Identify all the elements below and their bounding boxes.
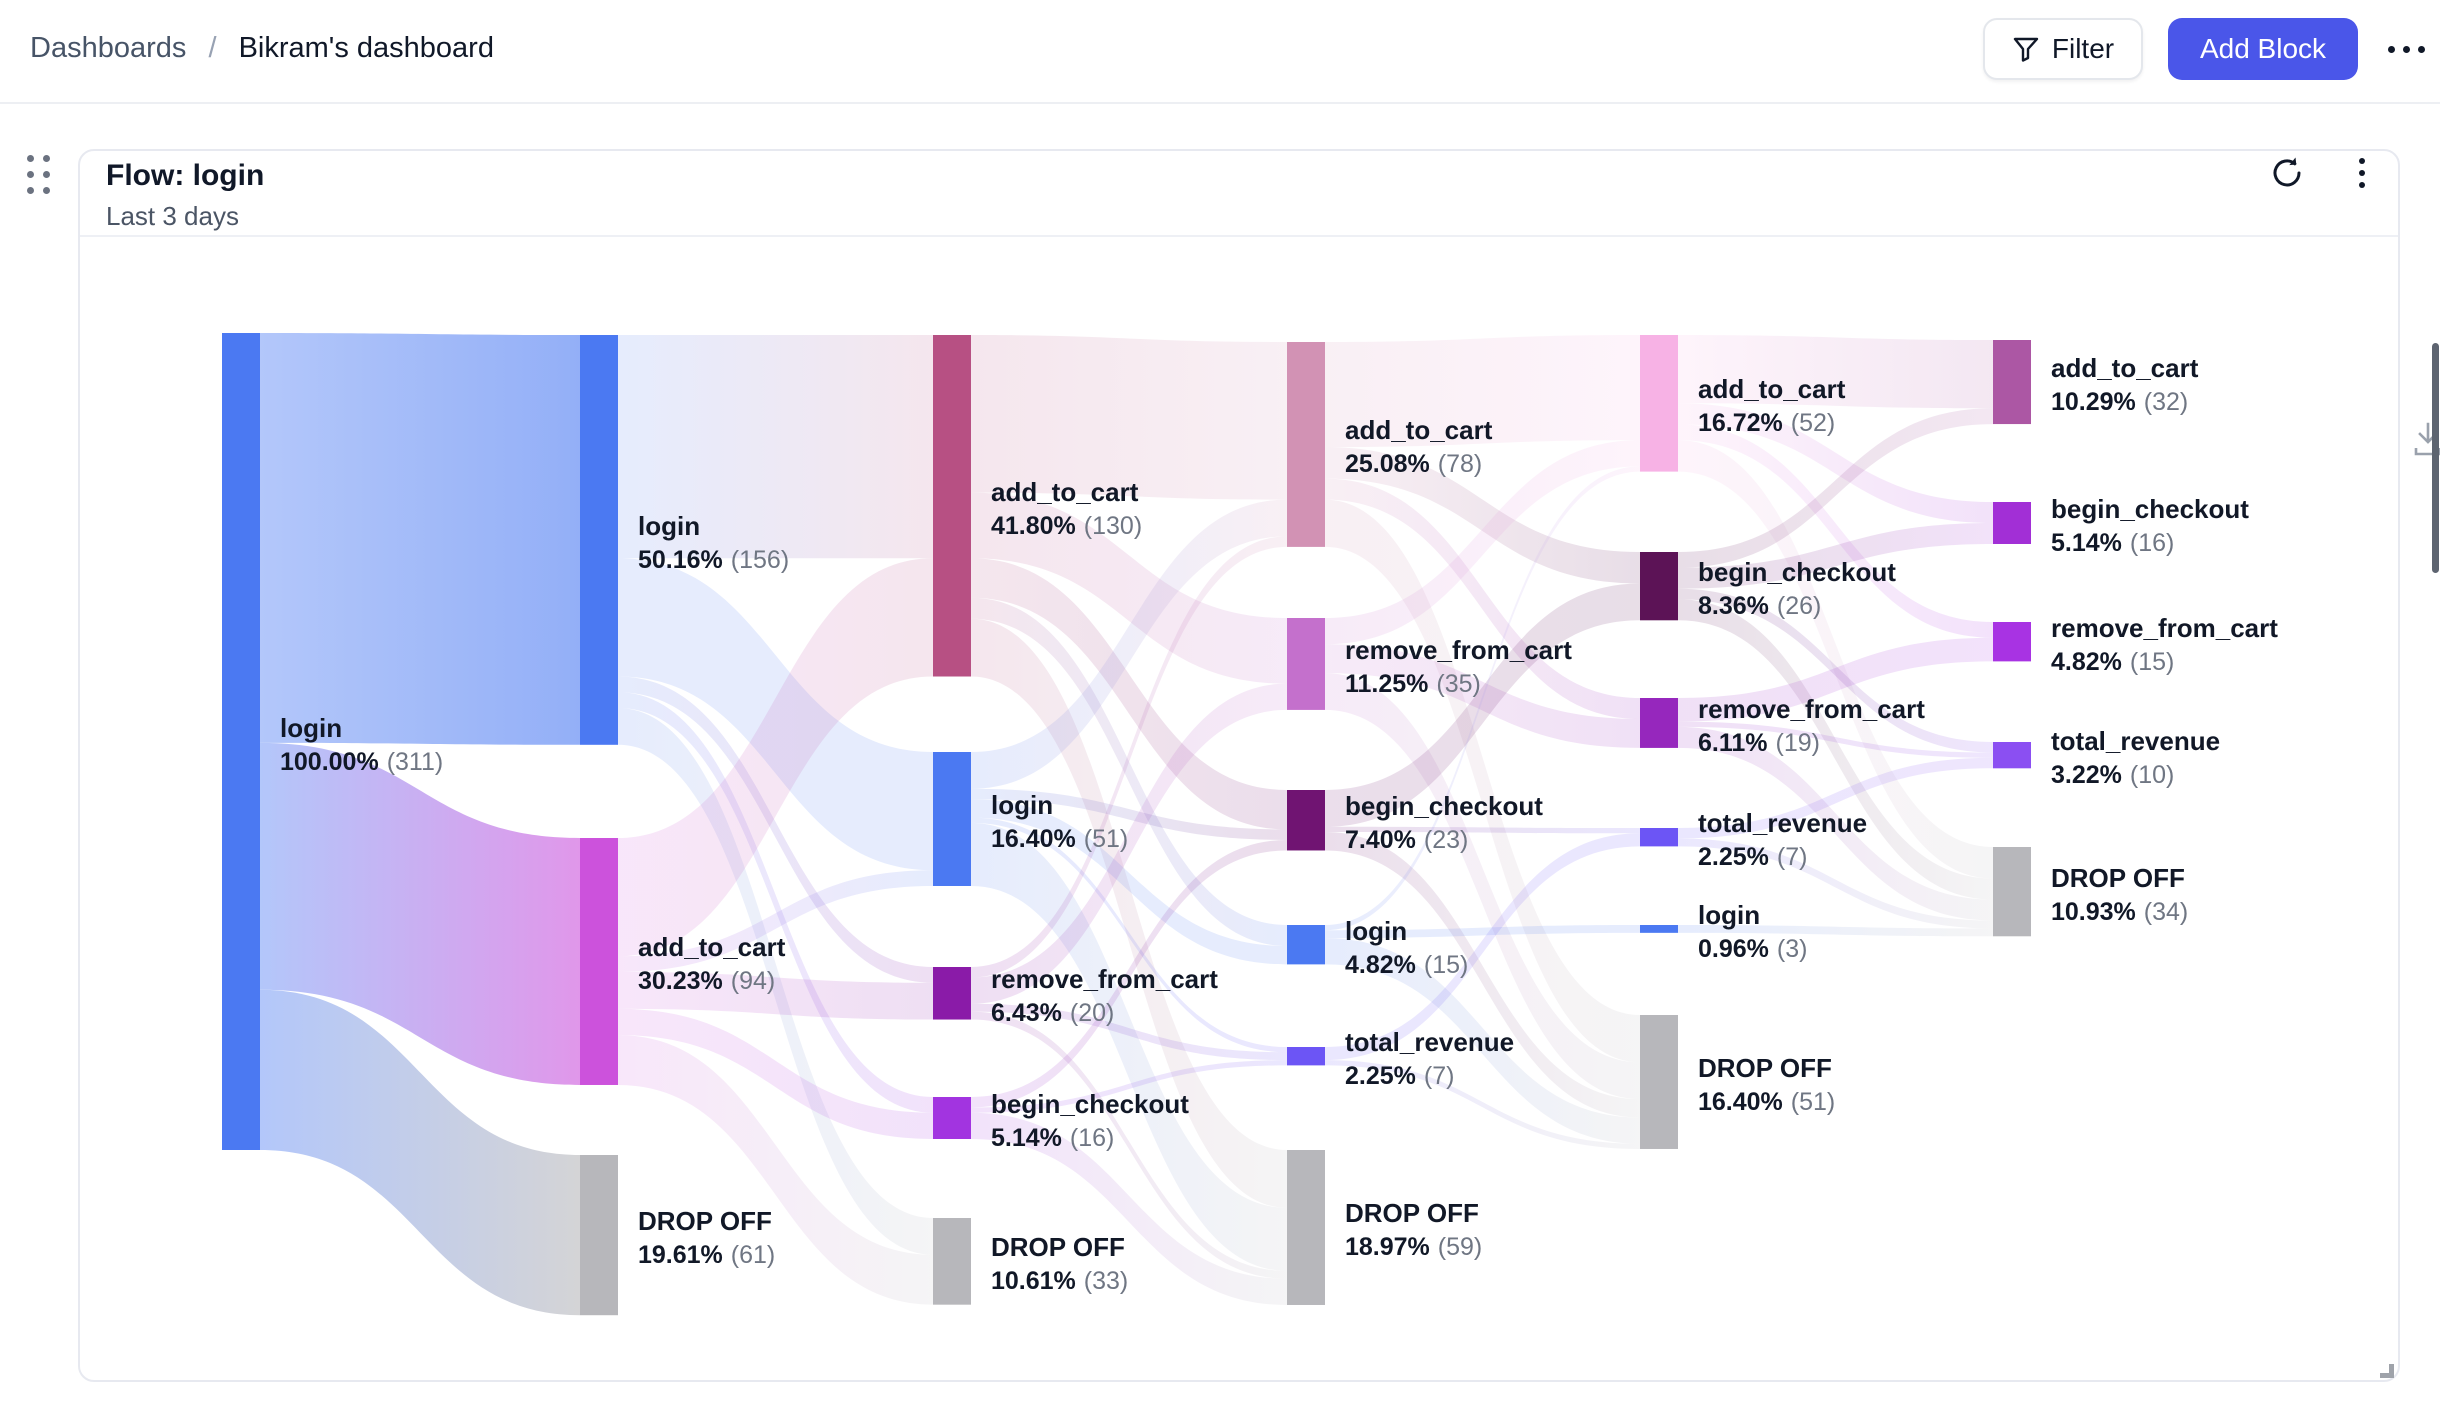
breadcrumb: Dashboards / Bikram's dashboard bbox=[30, 32, 494, 65]
breadcrumb-dashboards-link[interactable]: Dashboards bbox=[30, 32, 187, 64]
filter-funnel-icon bbox=[2013, 37, 2039, 62]
sankey-node-2-login[interactable] bbox=[933, 752, 971, 886]
sankey-node-0-login[interactable] bbox=[222, 333, 260, 1150]
sankey-node-1-login[interactable] bbox=[580, 335, 618, 745]
sankey-node-2-begin[interactable] bbox=[933, 1097, 971, 1139]
sankey-node-3-add[interactable] bbox=[1287, 342, 1325, 547]
refresh-button[interactable] bbox=[2268, 154, 2306, 192]
filter-button-label: Filter bbox=[2051, 33, 2115, 64]
sankey-node-4-login[interactable] bbox=[1640, 925, 1678, 933]
filter-button[interactable]: Filter bbox=[1983, 18, 2143, 80]
flow-card: Flow: login Last 3 days bbox=[78, 149, 2440, 1382]
sankey-node-5-remove[interactable] bbox=[1993, 622, 2031, 662]
sankey-node-2-add[interactable] bbox=[933, 335, 971, 677]
sankey-node-4-total[interactable] bbox=[1640, 828, 1678, 847]
sankey-node-1-drop[interactable] bbox=[580, 1155, 618, 1316]
sankey-node-5-begin[interactable] bbox=[1993, 502, 2031, 544]
add-block-button[interactable]: Add Block bbox=[2168, 18, 2358, 80]
card-title: Flow: login bbox=[106, 159, 265, 192]
kebab-icon bbox=[2359, 158, 2365, 164]
refresh-icon bbox=[2273, 157, 2301, 187]
sankey-node-4-remove[interactable] bbox=[1640, 698, 1678, 748]
sankey-node-5-total[interactable] bbox=[1993, 742, 2031, 769]
sankey-node-3-total[interactable] bbox=[1287, 1047, 1325, 1066]
sankey-node-1-add[interactable] bbox=[580, 838, 618, 1085]
sankey-node-3-drop[interactable] bbox=[1287, 1150, 1325, 1305]
sankey-node-3-login[interactable] bbox=[1287, 925, 1325, 965]
card-resize-handle[interactable] bbox=[2380, 1364, 2394, 1378]
sankey-node-2-drop[interactable] bbox=[933, 1218, 971, 1305]
add-block-button-label: Add Block bbox=[2199, 33, 2327, 64]
sankey-node-2-remove[interactable] bbox=[933, 967, 971, 1020]
sankey-node-4-begin[interactable] bbox=[1640, 552, 1678, 621]
card-date-range: Last 3 days bbox=[106, 201, 239, 231]
card-drag-handle[interactable] bbox=[24, 152, 58, 200]
sankey-node-5-add[interactable] bbox=[1993, 340, 2031, 425]
top-header: Dashboards / Bikram's dashboard Filter A… bbox=[0, 0, 2440, 104]
sankey-node-3-remove[interactable] bbox=[1287, 618, 1325, 710]
card-menu-button[interactable] bbox=[2346, 154, 2378, 192]
sankey-node-3-begin[interactable] bbox=[1287, 790, 1325, 851]
ellipsis-icon bbox=[2387, 45, 2395, 53]
more-options-button[interactable] bbox=[2384, 34, 2428, 64]
sankey-node-4-add[interactable] bbox=[1640, 335, 1678, 472]
vertical-scrollbar-thumb[interactable] bbox=[2432, 343, 2439, 573]
page-title: Bikram's dashboard bbox=[238, 32, 494, 64]
card-header: Flow: login Last 3 days bbox=[80, 151, 2398, 237]
sankey-node-4-drop[interactable] bbox=[1640, 1015, 1678, 1149]
breadcrumb-separator: / bbox=[208, 32, 217, 64]
sankey-node-5-drop[interactable] bbox=[1993, 847, 2031, 937]
